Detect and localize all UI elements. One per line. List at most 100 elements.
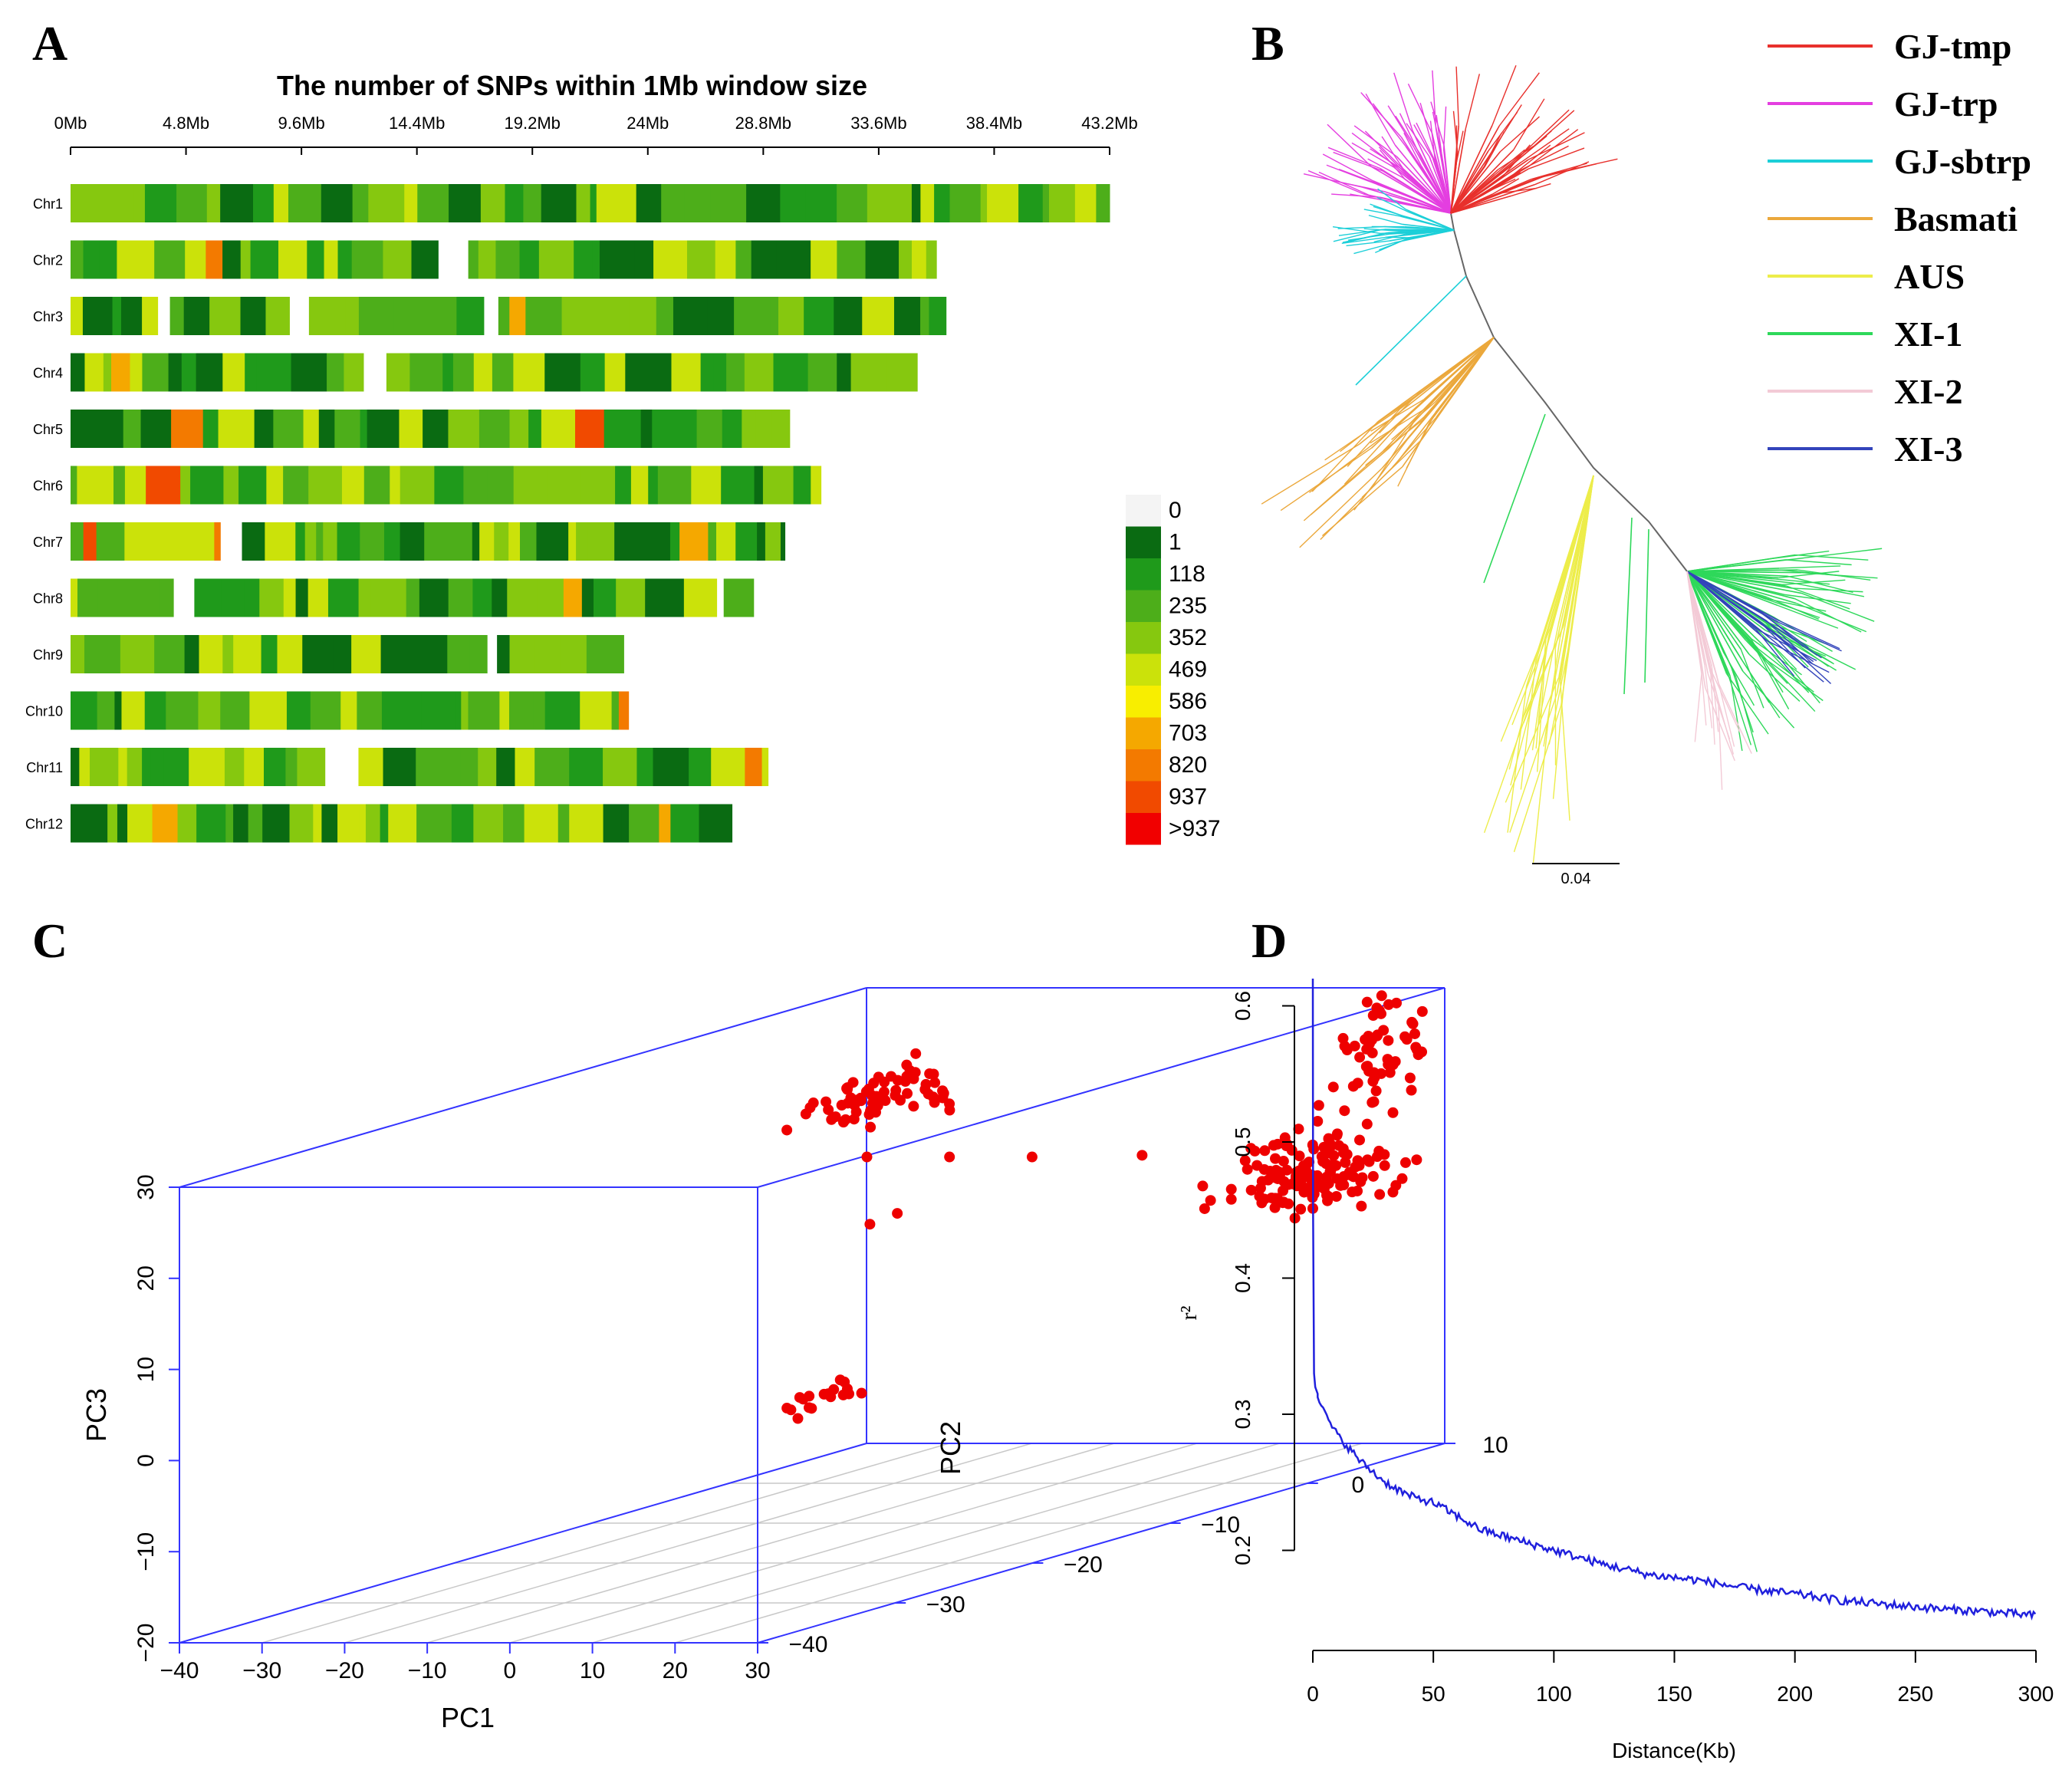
- snp-window: [487, 635, 498, 673]
- snp-window: [277, 635, 303, 673]
- branch: [1432, 111, 1442, 153]
- branch: [1455, 66, 1459, 126]
- branch: [1686, 571, 1762, 644]
- branch: [1762, 655, 1816, 712]
- snp-window: [367, 410, 400, 448]
- branch: [1450, 184, 1535, 214]
- branch: [1412, 130, 1452, 214]
- branch: [1493, 104, 1522, 150]
- pca-point: [861, 1151, 873, 1163]
- branch: [1686, 571, 1779, 579]
- snp-window: [636, 748, 654, 786]
- branch: [1795, 602, 1867, 633]
- snp-window: [71, 297, 84, 335]
- snp-window: [117, 240, 127, 279]
- ld-x-tick-label: 100: [1536, 1682, 1572, 1706]
- branch: [1383, 337, 1495, 452]
- branch: [1450, 129, 1466, 214]
- pca-point: [785, 1404, 797, 1416]
- snp-window: [265, 297, 291, 335]
- ld-x-axis-label: Distance(Kb): [1612, 1739, 1736, 1762]
- snp-window: [509, 635, 536, 673]
- branch: [1512, 144, 1551, 176]
- pca-point: [1328, 1150, 1340, 1161]
- snp-window: [144, 691, 166, 730]
- snp-window: [645, 578, 670, 617]
- pca-point: [1306, 1186, 1317, 1198]
- pca-point: [1361, 1044, 1373, 1055]
- snp-window: [117, 804, 128, 843]
- snp-window: [762, 466, 794, 505]
- snp-window: [837, 184, 868, 222]
- snp-window: [987, 184, 1019, 222]
- chromosome-label: Chr7: [33, 535, 63, 550]
- ld-x-tick-label: 0: [1307, 1682, 1319, 1706]
- snp-window: [269, 691, 288, 730]
- snp-window: [449, 184, 482, 222]
- snp-window: [324, 240, 339, 279]
- snp-window: [548, 466, 581, 505]
- pca-point: [1249, 1145, 1261, 1157]
- snp-window: [424, 522, 449, 561]
- branch: [1511, 627, 1551, 726]
- snp-window: [199, 635, 223, 673]
- snp-window: [614, 522, 649, 561]
- snp-window: [360, 522, 385, 561]
- snp-window: [341, 466, 365, 505]
- snp-window: [321, 804, 338, 843]
- snp-window: [473, 804, 504, 843]
- snp-window: [448, 410, 480, 448]
- snp-window: [529, 522, 537, 561]
- snp-window: [99, 804, 108, 843]
- snp-window: [604, 353, 626, 392]
- branch: [1536, 163, 1597, 179]
- branch: [1367, 158, 1403, 179]
- branch: [1309, 433, 1387, 493]
- branch: [1740, 649, 1764, 709]
- branch: [1327, 123, 1373, 167]
- pc2-tick-label: −30: [926, 1592, 965, 1617]
- branch: [1405, 229, 1455, 240]
- clade-basmati: [1261, 337, 1495, 548]
- pca-bounding-box: [179, 987, 1445, 1644]
- snp-window: [419, 578, 449, 617]
- pca-point: [1383, 1035, 1394, 1046]
- branch: [1513, 98, 1545, 150]
- snp-window: [770, 297, 779, 335]
- snp-window: [340, 691, 357, 730]
- pca-point: [1281, 1138, 1293, 1150]
- snp-window: [150, 748, 164, 786]
- snp-window: [920, 297, 929, 335]
- snp-window: [206, 240, 223, 279]
- snp-window: [448, 578, 473, 617]
- legend-label-basmati: Basmati: [1894, 199, 2018, 239]
- legend-label-gj-tmp: GJ-tmp: [1894, 27, 2011, 66]
- snp-window: [661, 184, 685, 222]
- branch: [1718, 683, 1752, 754]
- pca-point: [837, 1117, 849, 1128]
- snp-window: [142, 353, 169, 392]
- branch: [1307, 169, 1364, 195]
- branch: [1430, 101, 1445, 146]
- snp-window: [390, 466, 401, 505]
- chromosome-bar-chr4: [71, 353, 925, 392]
- snp-window: [94, 353, 104, 392]
- snp-window: [460, 748, 479, 786]
- snp-window: [327, 578, 360, 617]
- snp-window: [406, 691, 422, 730]
- pca-point: [1404, 1072, 1416, 1084]
- snp-window: [209, 297, 242, 335]
- branch: [1686, 571, 1797, 604]
- snp-window: [71, 410, 107, 448]
- snp-window: [323, 522, 338, 561]
- snp-window: [291, 240, 308, 279]
- branch: [1761, 656, 1824, 702]
- branch: [1794, 598, 1862, 633]
- snp-window: [238, 466, 267, 505]
- grid-line: [426, 1443, 1115, 1644]
- snp-window: [360, 410, 368, 448]
- snp-window: [472, 522, 480, 561]
- pc1-tick-label: −40: [160, 1658, 199, 1683]
- branch: [1508, 651, 1542, 770]
- branch: [1322, 153, 1373, 182]
